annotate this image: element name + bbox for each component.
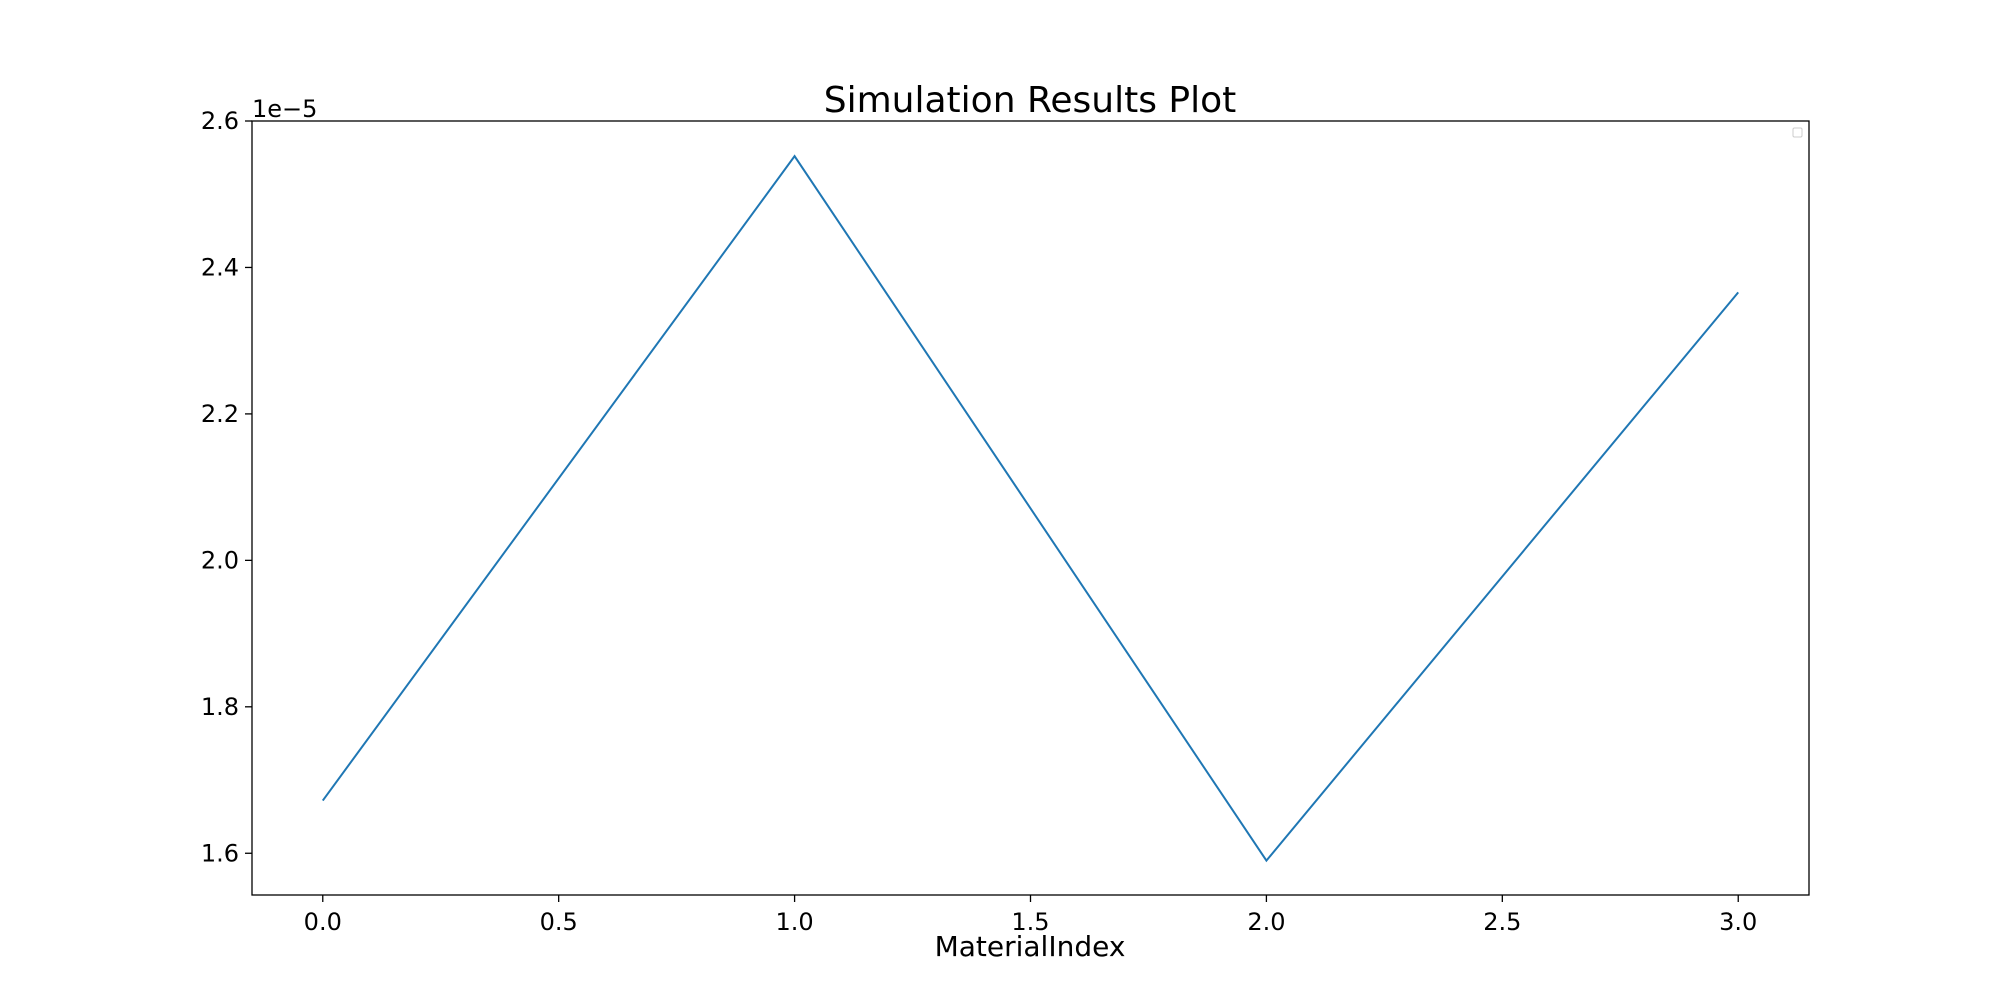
y-tick-label: 2.4 (201, 253, 239, 281)
y-tick-label: 2.6 (201, 107, 239, 135)
chart-title: Simulation Results Plot (824, 80, 1237, 121)
x-tick-label: 2.5 (1483, 908, 1521, 936)
legend-box (1792, 127, 1803, 138)
x-tick-label: 0.5 (540, 908, 578, 936)
y-axis: 1.6 1.8 2.0 2.2 2.4 2.6 (201, 107, 252, 867)
y-tick-label: 1.8 (201, 693, 239, 721)
series-line-0 (321, 154, 1739, 863)
y-tick-label: 2.0 (201, 546, 239, 574)
x-tick-label: 1.5 (1011, 908, 1049, 936)
x-tick-label: 3.0 (1719, 908, 1757, 936)
y-tick-label: 1.6 (201, 839, 239, 867)
x-axis: 0.0 0.5 1.0 1.5 2.0 2.5 3.0 (304, 895, 1757, 936)
plot-area (321, 154, 1739, 863)
x-tick-label: 0.0 (304, 908, 342, 936)
x-tick-label: 2.0 (1247, 908, 1285, 936)
y-offset-label: 1e−5 (252, 95, 317, 123)
x-tick-label: 1.0 (776, 908, 814, 936)
y-tick-label: 2.2 (201, 400, 239, 428)
x-axis-label: MaterialIndex (935, 930, 1126, 963)
